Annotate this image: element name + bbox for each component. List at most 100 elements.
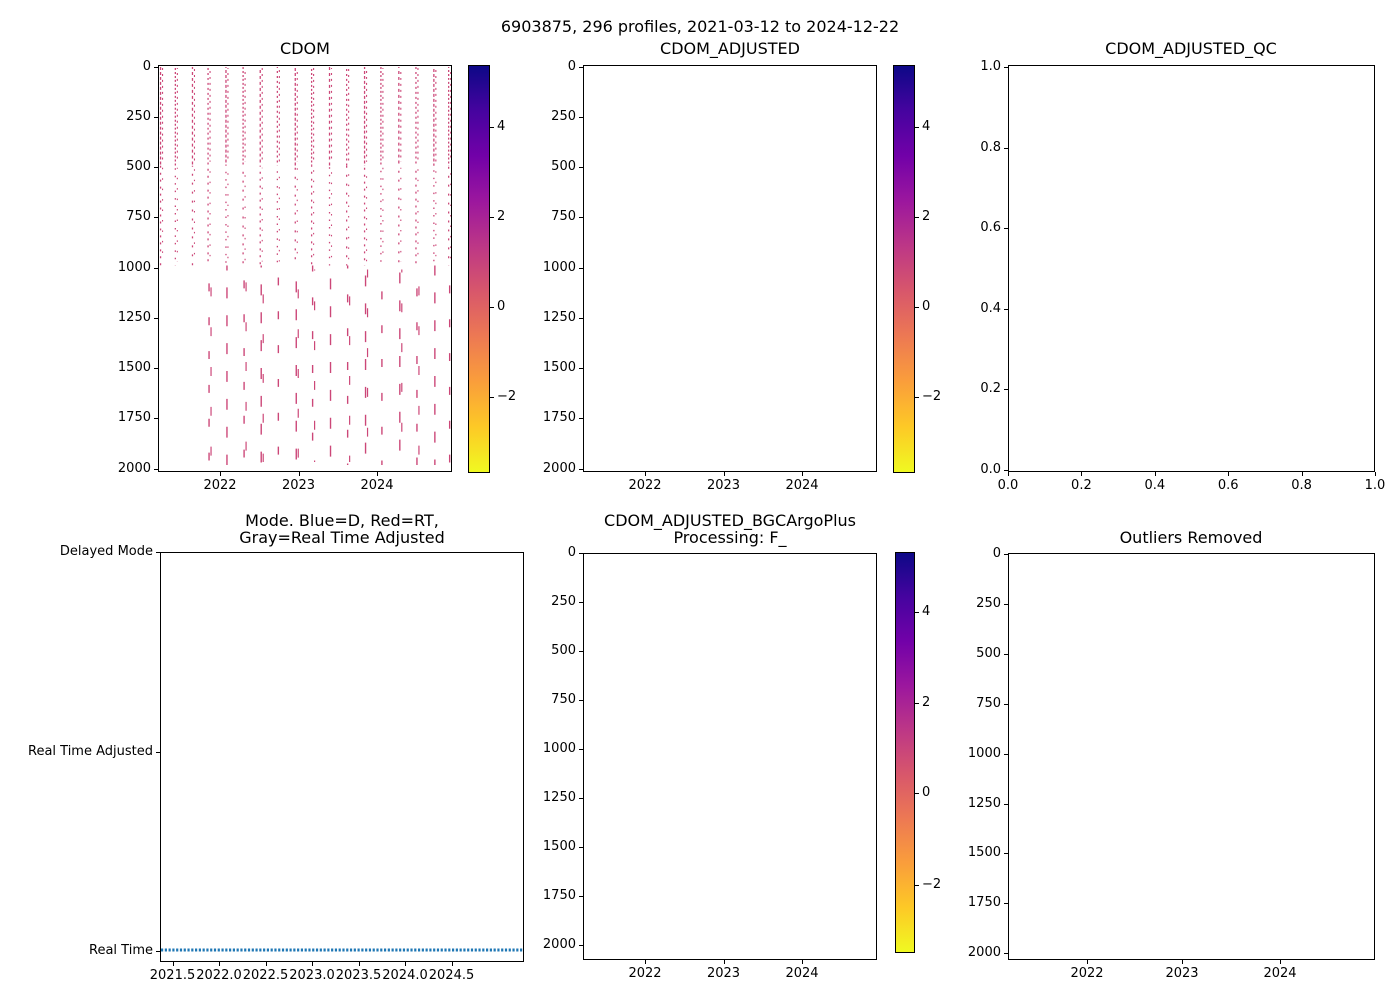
y-tick-label: 750 — [976, 695, 1001, 711]
x-tick-mark — [723, 472, 725, 476]
y-tick-mark — [579, 217, 583, 219]
colorbar-tick-label: 4 — [922, 604, 931, 619]
mode-plot-area — [160, 552, 524, 962]
y-tick-label: 250 — [551, 108, 576, 124]
colorbar-tick-mark — [915, 703, 919, 704]
y-tick-label: 1750 — [542, 888, 576, 903]
x-tick-label: 2022 — [628, 478, 662, 493]
y-tick-label: 250 — [126, 108, 151, 124]
y-tick-label: 500 — [126, 159, 151, 174]
y-tick-label: 750 — [551, 209, 576, 225]
colorbar-tick-label: −2 — [922, 389, 942, 404]
y-tick-label: 1250 — [542, 309, 576, 325]
colorbar-tick-label: 0 — [497, 299, 506, 314]
y-tick-mark — [579, 167, 583, 168]
y-tick-mark — [579, 317, 583, 319]
x-tick-mark — [645, 960, 646, 964]
y-tick-mark — [1004, 470, 1008, 471]
y-tick-mark — [579, 368, 583, 369]
y-tick-label: 1750 — [117, 410, 151, 426]
bgc-colorbar — [895, 552, 915, 953]
x-tick-mark — [1280, 960, 1281, 964]
x-tick-label: 0.8 — [1291, 478, 1312, 493]
x-tick-mark — [1081, 472, 1083, 476]
x-tick-label: 2021.5 — [149, 968, 196, 983]
cdom-adjusted-colorbar — [893, 65, 915, 473]
y-tick-label: 500 — [976, 645, 1001, 661]
y-tick-mark — [579, 651, 583, 652]
colorbar-tick-mark — [490, 307, 494, 308]
y-tick-label: 1500 — [542, 839, 576, 854]
x-tick-mark — [405, 962, 406, 966]
x-tick-mark — [1182, 960, 1183, 964]
colorbar-tick-mark — [490, 127, 494, 128]
y-tick-label: Real Time Adjusted — [28, 743, 153, 759]
y-tick-mark — [579, 66, 583, 68]
x-tick-mark — [645, 472, 646, 476]
y-tick-label: 1750 — [967, 895, 1001, 911]
x-tick-label: 2022 — [628, 966, 662, 981]
x-tick-label: 2022 — [203, 478, 237, 493]
y-tick-label: 1500 — [117, 360, 151, 375]
y-tick-label: 1000 — [117, 259, 151, 275]
x-tick-label: 2024.0 — [382, 968, 428, 983]
colorbar-tick-label: 0 — [922, 299, 931, 314]
x-tick-label: 2023 — [1165, 966, 1199, 981]
x-tick-mark — [358, 962, 360, 966]
colorbar-tick-mark — [915, 307, 919, 308]
outliers-plot-area — [1008, 553, 1375, 960]
y-tick-label: 500 — [551, 159, 576, 174]
x-tick-mark — [1154, 472, 1156, 476]
colorbar-tick-label: 2 — [922, 695, 931, 710]
y-tick-mark — [579, 267, 583, 269]
y-tick-mark — [1004, 903, 1008, 905]
y-tick-mark — [1004, 389, 1008, 391]
y-tick-mark — [154, 267, 158, 269]
colorbar-tick-mark — [915, 793, 919, 794]
x-tick-label: 0.0 — [997, 478, 1019, 493]
x-tick-mark — [451, 962, 453, 966]
x-tick-mark — [377, 472, 378, 476]
x-tick-label: 2023 — [706, 966, 741, 981]
y-tick-mark — [1004, 147, 1008, 149]
y-tick-mark — [579, 700, 583, 701]
y-tick-label: Real Time — [89, 943, 153, 958]
y-tick-mark — [579, 116, 583, 118]
y-tick-mark — [1004, 753, 1008, 755]
y-tick-label: 1250 — [117, 309, 151, 325]
y-tick-label: 1500 — [967, 845, 1001, 861]
colorbar-tick-mark — [915, 397, 919, 398]
y-tick-mark — [579, 798, 583, 799]
y-tick-mark — [1004, 853, 1008, 855]
y-tick-mark — [156, 951, 160, 952]
y-tick-mark — [1004, 803, 1008, 805]
y-tick-label: 1000 — [542, 259, 576, 275]
x-tick-label: 2022.0 — [196, 968, 242, 983]
y-tick-label: 0.4 — [980, 300, 1001, 316]
y-tick-label: 0.2 — [980, 381, 1001, 397]
y-tick-mark — [579, 896, 583, 897]
x-tick-label: 0.6 — [1217, 478, 1239, 493]
y-tick-mark — [579, 418, 583, 420]
y-tick-label: 1.0 — [980, 59, 1001, 74]
x-tick-label: 2024 — [785, 478, 819, 493]
figure-suptitle: 6903875, 296 profiles, 2021-03-12 to 202… — [500, 17, 900, 36]
y-tick-mark — [1004, 308, 1008, 310]
outliers-title: Outliers Removed — [1119, 528, 1263, 547]
cdom-adjusted-plot-area — [583, 65, 877, 472]
y-tick-mark — [579, 945, 583, 946]
colorbar-tick-mark — [915, 217, 919, 218]
y-tick-mark — [1004, 653, 1008, 655]
x-tick-mark — [1301, 472, 1303, 476]
y-tick-label: 250 — [551, 594, 576, 609]
y-tick-label: 1750 — [542, 410, 576, 426]
y-tick-mark — [1004, 554, 1008, 555]
y-tick-label: 0 — [567, 58, 576, 74]
x-tick-label: 2024 — [785, 966, 819, 981]
colorbar-tick-mark — [915, 612, 919, 613]
colorbar-tick-mark — [915, 127, 919, 128]
y-tick-label: Delayed Mode — [59, 544, 153, 559]
cdom-adjusted-title: CDOM_ADJUSTED — [660, 39, 800, 58]
y-tick-label: 2000 — [967, 945, 1001, 961]
